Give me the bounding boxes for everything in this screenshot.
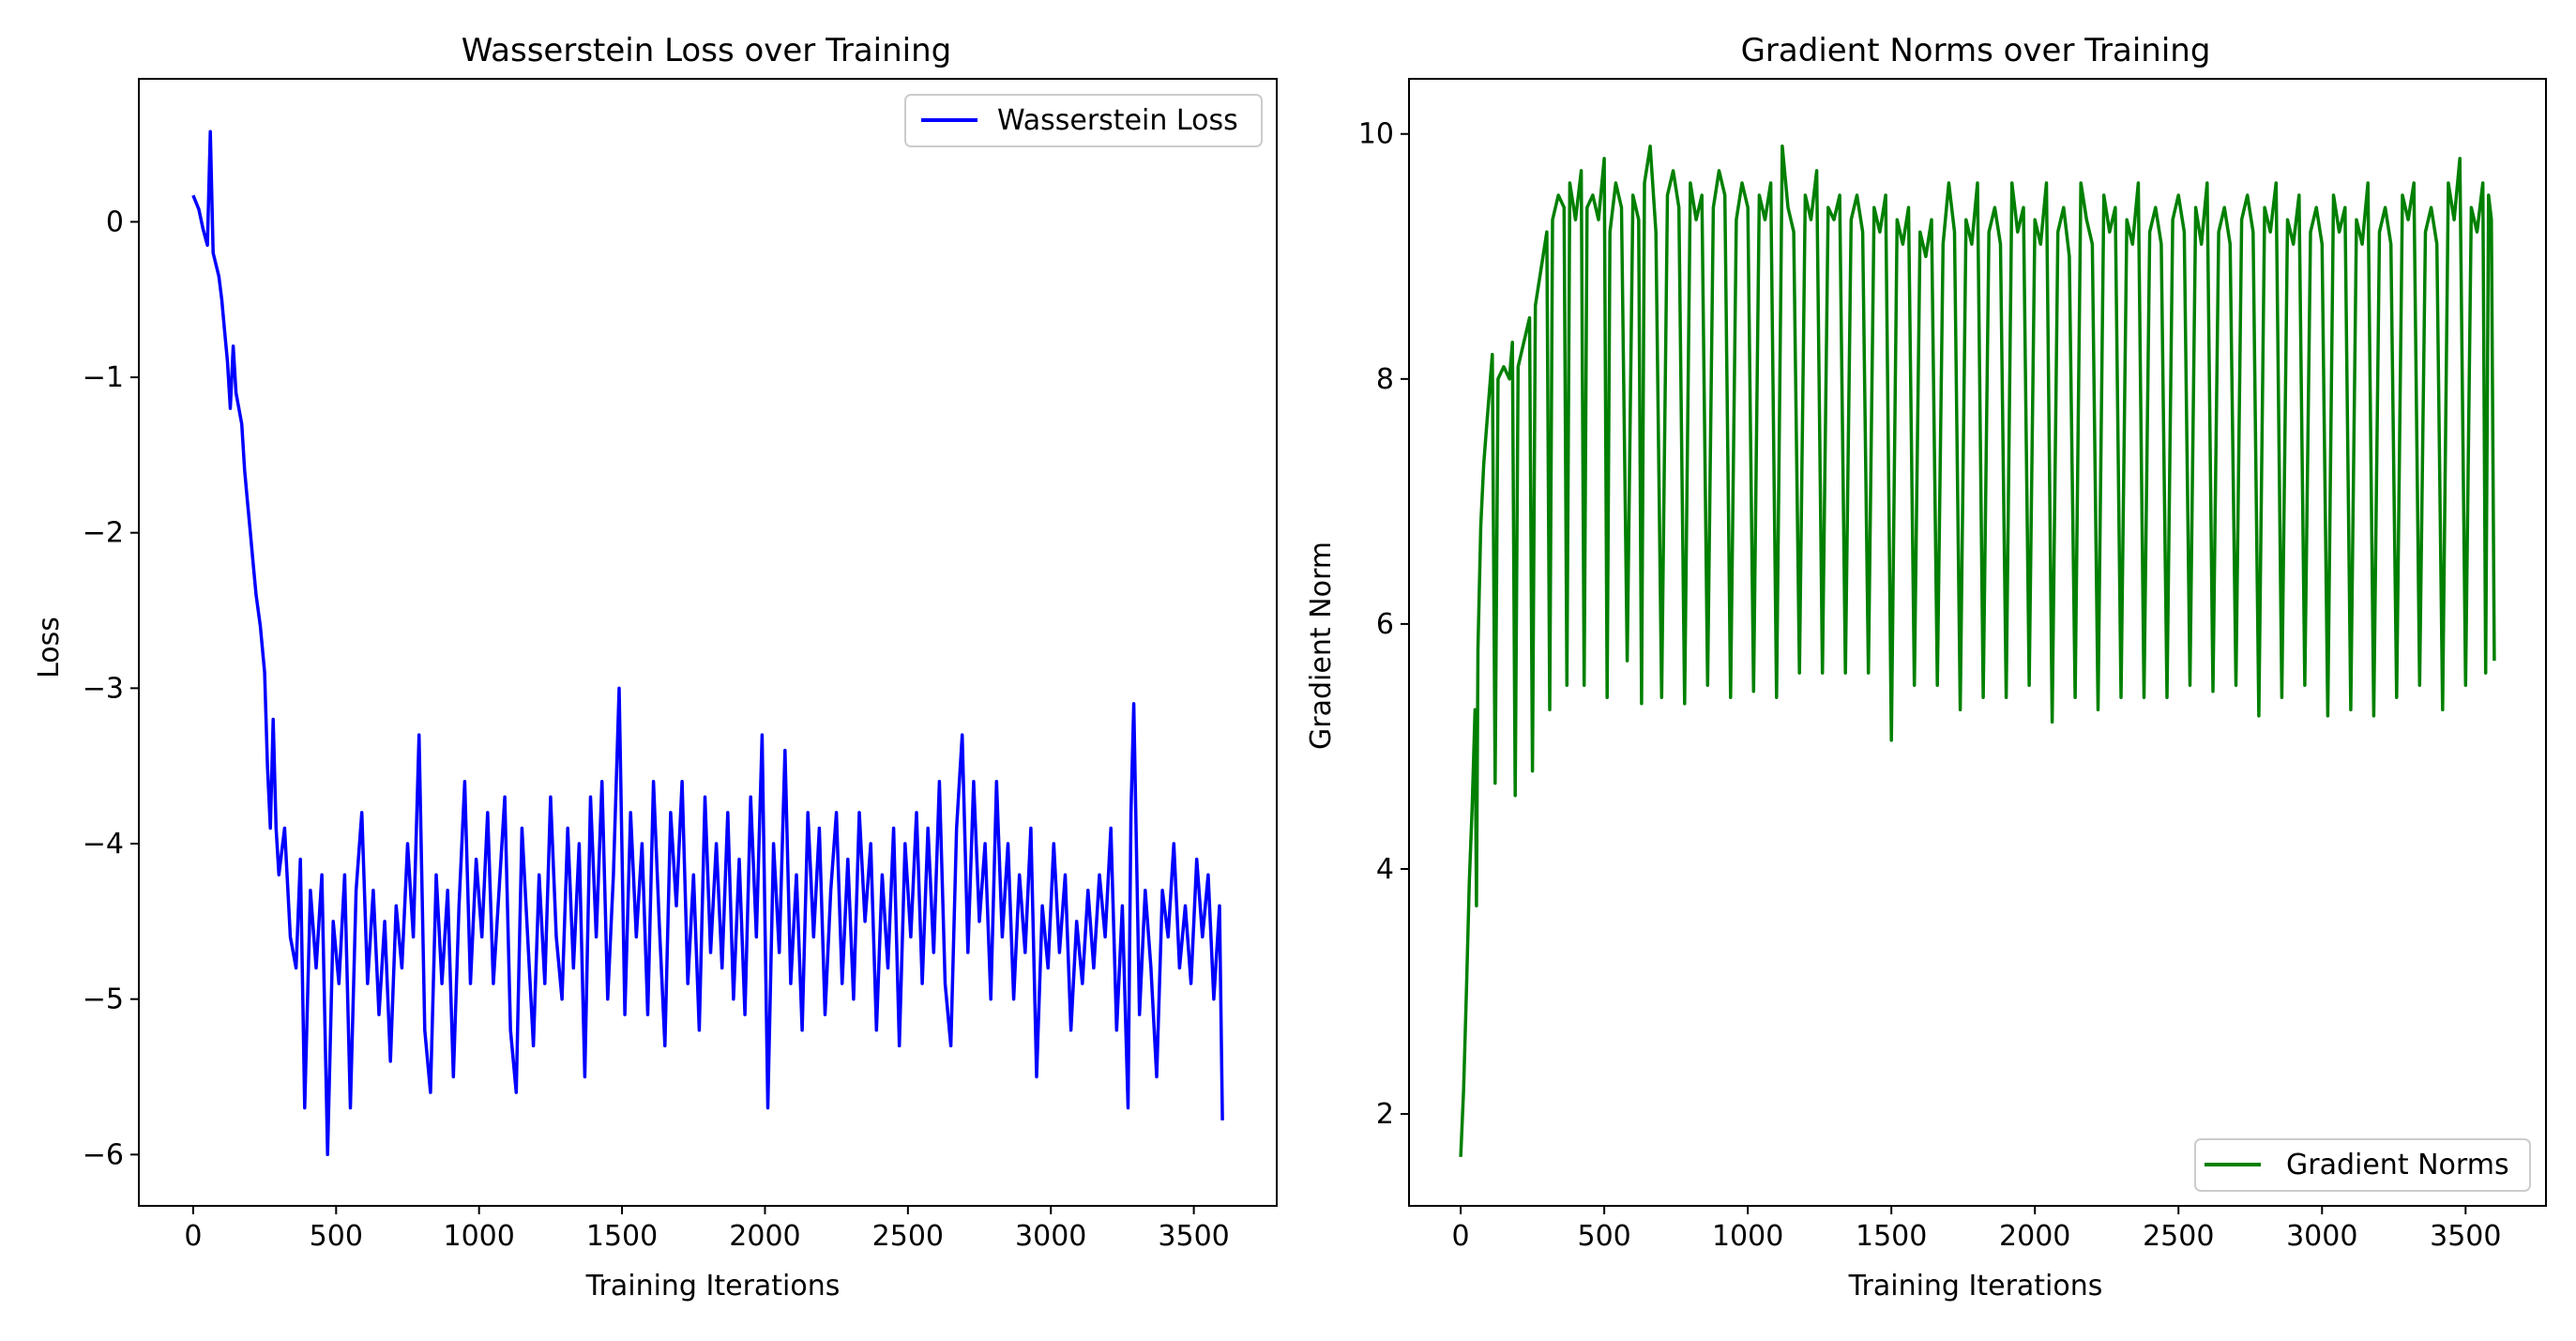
gradnorm-chart-ylabel: Gradient Norm: [1305, 541, 1338, 750]
gradnorm-x-tick-label: 3500: [2430, 1220, 2501, 1253]
gradnorm-chart: Gradient Norms over Training Training It…: [1305, 32, 2547, 1303]
loss-x-tick-label: 2500: [872, 1220, 944, 1253]
gradnorm-x-tick-label: 2500: [2143, 1220, 2214, 1253]
loss-series-layer: [191, 130, 1224, 1157]
gradnorm-legend: Gradient Norms: [2194, 1138, 2531, 1192]
gradnorm-x-tick-label: 1500: [1856, 1220, 1927, 1253]
loss-legend-box: [904, 94, 1263, 147]
gradnorm-legend-label: Gradient Norms: [2286, 1149, 2509, 1181]
gradnorm-chart-xlabel: Training Iterations: [1848, 1270, 2103, 1303]
loss-x-tick-label: 0: [184, 1220, 202, 1253]
gradnorm-y-axis-ticks: 2 4 6 8 10: [1358, 118, 1409, 1131]
gradnorm-x-axis-ticks: 0 500 1000 1500 2000 2500 3000 3500: [1452, 1206, 2501, 1253]
loss-legend: Wasserstein Loss: [904, 94, 1263, 147]
loss-chart-ylabel: Loss: [33, 617, 66, 678]
loss-chart-title: Wasserstein Loss over Training: [462, 32, 952, 69]
loss-x-tick-label: 2000: [729, 1220, 800, 1253]
gradnorm-series-line: [1459, 145, 2496, 1157]
gradnorm-y-tick-label: 4: [1376, 853, 1394, 886]
gradnorm-y-tick-label: 8: [1376, 363, 1394, 396]
gradnorm-y-tick-label: 10: [1358, 118, 1394, 151]
loss-y-tick-label: −6: [83, 1138, 124, 1171]
loss-legend-label: Wasserstein Loss: [997, 104, 1238, 137]
loss-x-tick-label: 3000: [1015, 1220, 1086, 1253]
gradnorm-y-tick-label: 6: [1376, 608, 1394, 641]
loss-plot-frame: [138, 78, 1278, 1207]
gradnorm-legend-box: [2194, 1138, 2531, 1192]
loss-y-tick-label: −2: [83, 517, 124, 550]
gradnorm-x-tick-label: 1000: [1712, 1220, 1783, 1253]
loss-chart-xlabel: Training Iterations: [585, 1270, 841, 1303]
loss-x-axis-ticks: 0 500 1000 1500 2000 2500 3000 3500: [184, 1206, 1230, 1253]
gradnorm-x-tick-label: 500: [1577, 1220, 1630, 1253]
gradnorm-x-tick-label: 0: [1452, 1220, 1470, 1253]
loss-x-tick-label: 1500: [586, 1220, 658, 1253]
gradnorm-series-layer: [1459, 145, 2496, 1157]
loss-y-tick-label: 0: [106, 206, 124, 238]
loss-x-tick-label: 1000: [444, 1220, 515, 1253]
gradnorm-chart-title: Gradient Norms over Training: [1741, 32, 2211, 69]
gradnorm-x-tick-label: 2000: [1999, 1220, 2070, 1253]
loss-x-tick-label: 500: [310, 1220, 363, 1253]
loss-y-tick-label: −4: [83, 828, 124, 861]
gradnorm-y-tick-label: 2: [1376, 1098, 1394, 1131]
loss-y-axis-ticks: 0 −1 −2 −3 −4 −5 −6: [83, 206, 139, 1171]
loss-y-tick-label: −3: [83, 672, 124, 705]
loss-series-line: [191, 130, 1224, 1157]
gradnorm-x-tick-label: 3000: [2286, 1220, 2357, 1253]
loss-y-tick-label: −5: [83, 983, 124, 1016]
loss-y-tick-label: −1: [83, 361, 124, 394]
gradnorm-plot-frame: [1408, 78, 2547, 1207]
loss-chart: Wasserstein Loss over Training Training …: [33, 32, 1278, 1303]
loss-x-tick-label: 3500: [1158, 1220, 1229, 1253]
